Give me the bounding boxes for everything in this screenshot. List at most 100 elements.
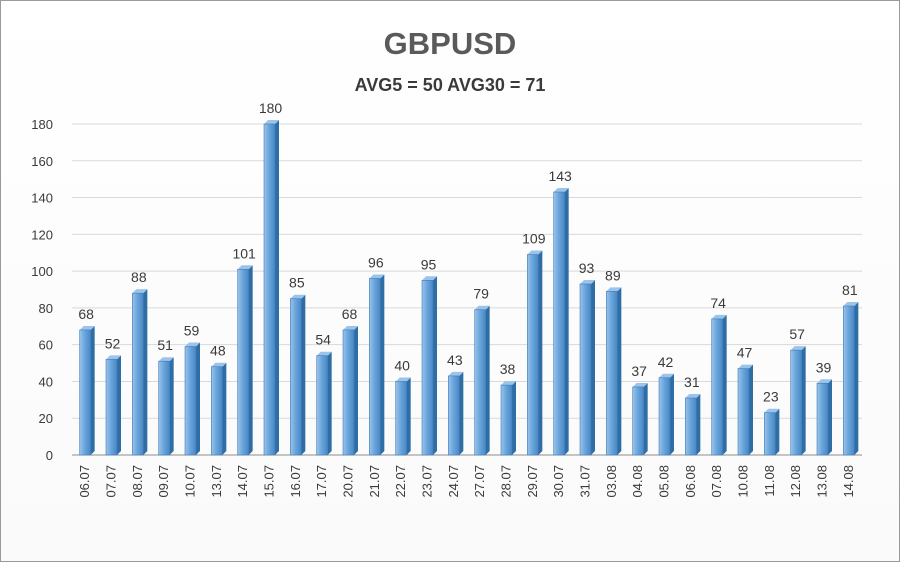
- bars: [79, 120, 859, 456]
- y-tick-label: 160: [31, 154, 53, 169]
- bar-side: [854, 302, 859, 455]
- bar-top: [685, 393, 701, 398]
- bar: [606, 287, 622, 456]
- bar-top: [158, 357, 174, 362]
- x-tick-label: 31.07: [578, 465, 593, 498]
- y-tick-label: 140: [31, 191, 53, 206]
- x-tick-label: 10.07: [183, 465, 198, 498]
- bar-front: [474, 309, 486, 456]
- bar-side: [248, 265, 253, 455]
- y-tick-label: 40: [39, 374, 53, 389]
- bar: [290, 294, 306, 456]
- bar-side: [354, 325, 358, 455]
- x-tick-label: 03.08: [604, 465, 619, 498]
- bar-front: [816, 382, 829, 456]
- bar: [711, 314, 727, 456]
- y-axis-ticks: 0 20 40 60 80 100 120 140 160 180: [31, 117, 53, 463]
- bar: [527, 250, 543, 456]
- bar-top: [264, 120, 279, 124]
- bar-side: [169, 357, 174, 455]
- bar-front: [685, 397, 697, 456]
- x-tick-label: 05.08: [657, 465, 672, 498]
- bar-front: [553, 191, 565, 456]
- bar-front: [79, 329, 91, 456]
- bar-top: [711, 314, 727, 319]
- bar-side: [801, 346, 806, 455]
- x-tick-label: 17.07: [314, 465, 329, 498]
- bar-side: [433, 276, 437, 455]
- x-tick-label: 24.07: [446, 465, 461, 498]
- bar: [184, 342, 200, 456]
- bar-front: [500, 384, 513, 456]
- x-tick-label: 12.08: [788, 465, 803, 498]
- bar-top: [790, 346, 806, 351]
- bar-front: [316, 355, 328, 456]
- x-axis-ticks: 06.07 07.07 08.07 09.07 10.07 13.07 14.07 15.07…: [77, 465, 856, 498]
- bar-side: [90, 325, 95, 455]
- data-label: 81: [842, 282, 858, 298]
- x-tick-label: 07.07: [104, 465, 119, 498]
- bar: [448, 371, 464, 456]
- bar-side: [564, 188, 569, 456]
- bar-side: [591, 279, 595, 455]
- bar-front: [790, 349, 802, 456]
- x-tick-label: 13.07: [209, 465, 224, 498]
- bar: [342, 325, 358, 456]
- data-label: 48: [210, 343, 226, 359]
- bar: [316, 351, 332, 456]
- bar-front: [579, 283, 592, 456]
- data-label: 79: [473, 286, 489, 302]
- data-label: 74: [710, 295, 726, 311]
- bar: [816, 379, 832, 456]
- bar-side: [459, 371, 464, 455]
- bar-top: [79, 325, 95, 330]
- x-tick-label: 10.08: [736, 465, 751, 498]
- bar-front: [632, 386, 644, 456]
- data-label: 54: [315, 332, 331, 348]
- gridlines: [72, 123, 862, 456]
- bar-front: [105, 359, 118, 456]
- x-tick-label: 27.07: [472, 465, 487, 498]
- bar: [632, 382, 648, 456]
- x-tick-label: 21.07: [367, 465, 382, 498]
- x-tick-label: 16.07: [288, 465, 303, 498]
- data-label: 180: [259, 100, 283, 116]
- bar-top: [316, 351, 332, 356]
- bar-front: [237, 268, 249, 456]
- data-label: 109: [522, 231, 546, 247]
- bar-top: [343, 325, 358, 330]
- y-tick-label: 180: [31, 117, 53, 132]
- data-label: 47: [737, 345, 753, 361]
- data-label: 31: [684, 374, 700, 390]
- x-tick-label: 11.08: [762, 465, 777, 497]
- bar-top: [106, 355, 121, 360]
- x-tick-label: 08.07: [130, 465, 145, 498]
- bar-top: [132, 289, 148, 294]
- x-tick-label: 13.08: [815, 465, 830, 498]
- bar: [790, 346, 806, 456]
- x-tick-label: 06.08: [683, 465, 698, 498]
- data-label: 52: [105, 335, 121, 351]
- x-tick-label: 22.07: [393, 465, 408, 498]
- bar-top: [237, 265, 253, 270]
- data-label: 57: [789, 326, 805, 342]
- bar-top: [606, 287, 622, 292]
- y-tick-label: 80: [39, 301, 53, 316]
- bar: [474, 305, 490, 456]
- data-label: 51: [157, 337, 173, 353]
- bar-front: [369, 278, 381, 456]
- x-tick-label: 07.08: [709, 465, 724, 498]
- bar: [685, 393, 701, 456]
- bar-front: [290, 298, 302, 456]
- bar-top: [527, 250, 543, 255]
- data-label: 95: [421, 256, 437, 272]
- bar-top: [448, 371, 464, 376]
- bar-front: [158, 360, 170, 456]
- bar-top: [290, 294, 306, 299]
- bar: [737, 364, 753, 456]
- x-tick-label: 30.07: [551, 465, 566, 498]
- bar-top: [501, 381, 516, 386]
- data-label: 143: [548, 168, 572, 184]
- bar-top: [843, 302, 859, 307]
- bar-side: [327, 351, 332, 455]
